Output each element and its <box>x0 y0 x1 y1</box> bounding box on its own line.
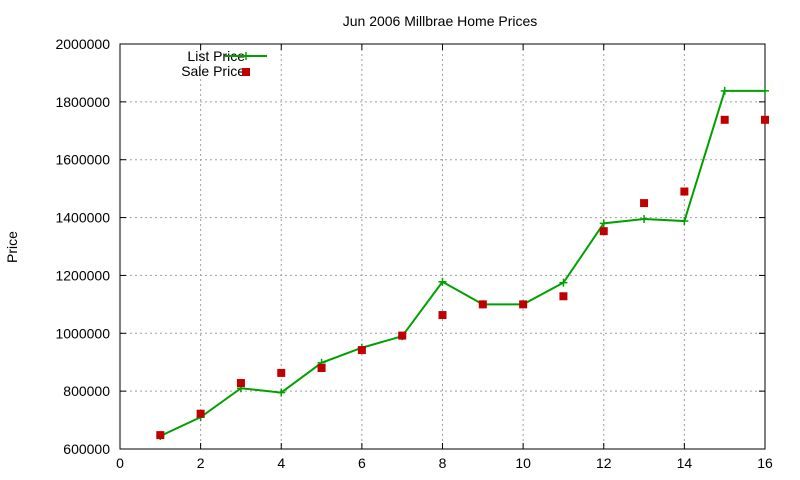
sale-price-point <box>156 431 165 440</box>
data-series <box>156 86 769 440</box>
list-price-point <box>277 388 286 397</box>
sale-price-point <box>720 115 729 124</box>
sale-price-point <box>519 300 528 309</box>
x-tick-label: 8 <box>439 455 447 471</box>
y-tick-label: 800000 <box>63 383 110 399</box>
legend-label-list-price: List Price <box>187 48 245 64</box>
x-tick-label: 4 <box>277 455 285 471</box>
chart-title: Jun 2006 Millbrae Home Prices <box>343 13 538 29</box>
legend-marker-sale-price <box>242 68 250 76</box>
x-tick-label: 16 <box>757 455 773 471</box>
list-price-point <box>438 277 447 286</box>
sale-price-point <box>559 292 568 301</box>
sale-price-point <box>761 115 769 124</box>
y-tick-label: 1400000 <box>55 210 110 226</box>
axis-ticks <box>119 43 766 450</box>
list-price-point <box>680 217 689 226</box>
y-tick-label: 2000000 <box>55 36 110 52</box>
sale-price-point <box>317 364 326 372</box>
x-tick-label: 2 <box>197 455 205 471</box>
sale-price-point <box>640 199 649 208</box>
list-price-point <box>640 215 649 224</box>
legend-label-sale-price: Sale Price <box>181 63 245 79</box>
x-tick-label: 6 <box>358 455 366 471</box>
x-tick-label: 14 <box>677 455 693 471</box>
sale-price-point <box>236 379 245 388</box>
sale-price-point <box>680 187 689 196</box>
list-price-point <box>761 86 769 95</box>
sale-price-point <box>398 331 407 340</box>
list-price-point <box>599 219 608 228</box>
y-tick-label: 1000000 <box>55 325 110 341</box>
y-tick-label: 1200000 <box>55 267 110 283</box>
y-tick-labels: 600000 800000 1000000 1200000 1400000 1600000… <box>55 36 110 457</box>
y-axis-label: Price <box>4 231 20 263</box>
sale-price-point <box>478 300 487 309</box>
x-tick-labels: 0 2 4 6 8 10 12 14 16 <box>116 455 773 471</box>
list-price-point <box>559 278 568 287</box>
sale-price-point <box>196 409 205 418</box>
list-price-line <box>159 89 765 437</box>
sale-price-point <box>277 368 286 377</box>
sale-price-point <box>599 227 608 236</box>
sale-price-point <box>438 311 447 320</box>
y-tick-label: 1600000 <box>55 152 110 168</box>
legend: List Price Sale Price <box>181 48 267 79</box>
x-tick-label: 12 <box>596 455 612 471</box>
y-tick-label: 600000 <box>63 441 110 457</box>
list-price-point <box>720 86 729 95</box>
sale-price-point <box>357 346 366 355</box>
x-tick-label: 10 <box>515 455 531 471</box>
y-tick-label: 1800000 <box>55 94 110 110</box>
x-tick-label: 0 <box>116 455 124 471</box>
